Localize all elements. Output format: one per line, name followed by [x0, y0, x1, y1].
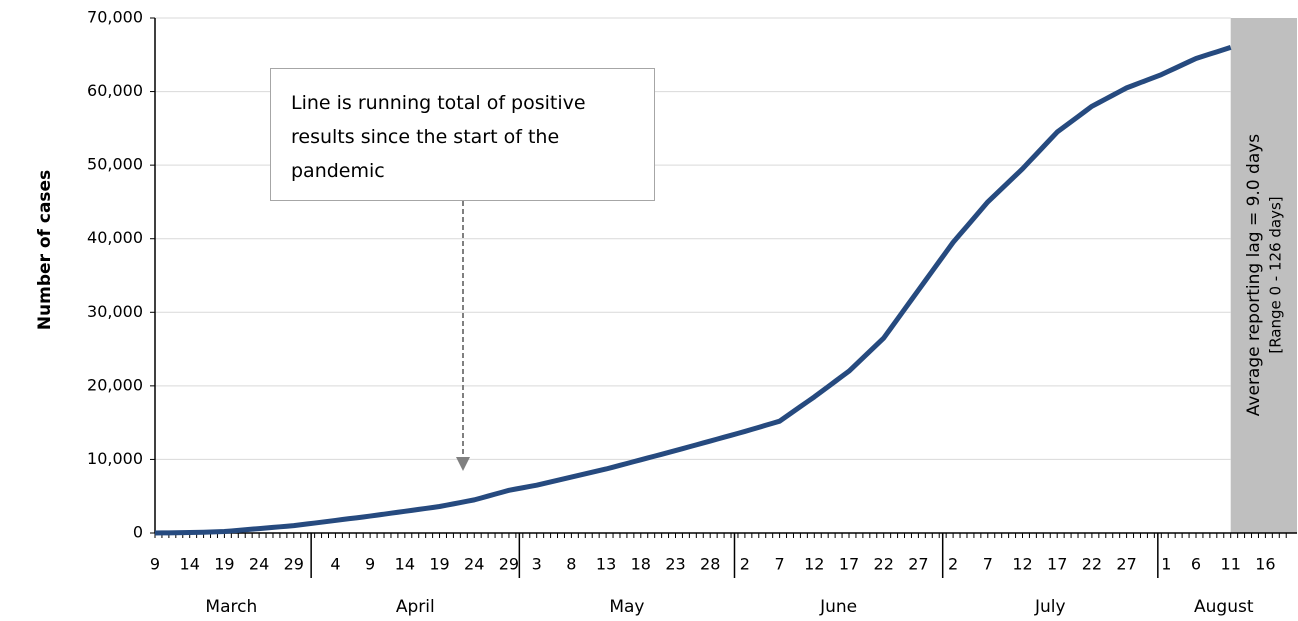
month-label: June	[819, 597, 857, 617]
month-label: April	[396, 597, 435, 617]
y-tick-label: 20,000	[87, 375, 143, 394]
x-tick-label: 12	[804, 555, 824, 574]
x-tick-label: 4	[330, 555, 340, 574]
x-tick-label: 11	[1221, 555, 1241, 574]
x-tick-label: 22	[1082, 555, 1102, 574]
x-tick-label: 19	[214, 555, 234, 574]
y-tick-label: 60,000	[87, 81, 143, 100]
x-tick-label: 17	[1047, 555, 1067, 574]
y-tick-label: 40,000	[87, 228, 143, 247]
y-tick-label: 50,000	[87, 155, 143, 174]
x-tick-label: 7	[775, 555, 785, 574]
x-tick-label: 24	[249, 555, 269, 574]
lag-note: Average reporting lag = 9.0 days	[1244, 134, 1264, 417]
x-tick-label: 12	[1012, 555, 1032, 574]
y-tick-label: 70,000	[87, 8, 143, 27]
x-tick-label: 28	[700, 555, 720, 574]
x-tick-label: 24	[464, 555, 484, 574]
x-tick-label: 19	[429, 555, 449, 574]
month-label: July	[1034, 597, 1066, 617]
x-tick-label: 13	[596, 555, 616, 574]
y-axis-label: Number of cases	[35, 170, 55, 330]
x-tick-label: 17	[839, 555, 859, 574]
annotation: Line is running total of positive result…	[270, 68, 655, 201]
x-tick-label: 23	[665, 555, 685, 574]
series-line	[154, 45, 1232, 536]
x-tick-label: 2	[948, 555, 958, 574]
x-tick-label: 29	[284, 555, 304, 574]
y-tick-label: 10,000	[87, 449, 143, 468]
month-label: March	[205, 597, 257, 617]
month-label: August	[1194, 597, 1254, 617]
x-tick-label: 29	[499, 555, 519, 574]
x-tick-label: 2	[740, 555, 750, 574]
x-tick-label: 27	[908, 555, 928, 574]
x-tick-label: 14	[395, 555, 415, 574]
x-tick-label: 16	[1255, 555, 1275, 574]
x-tick-label: 1	[1161, 555, 1171, 574]
x-tick-label: 9	[150, 555, 160, 574]
x-tick-label: 18	[631, 555, 651, 574]
y-tick-label: 0	[133, 523, 143, 542]
x-tick-label: 6	[1191, 555, 1201, 574]
y-tick-label: 30,000	[87, 302, 143, 321]
x-tick-label: 14	[180, 555, 200, 574]
x-tick-label: 22	[874, 555, 894, 574]
x-tick-label: 8	[566, 555, 576, 574]
x-tick-label: 7	[983, 555, 993, 574]
month-label: May	[609, 597, 644, 617]
x-tick-label: 3	[532, 555, 542, 574]
lag-subnote: [Range 0 - 126 days]	[1266, 196, 1284, 353]
reporting-lag-region	[1230, 18, 1297, 533]
x-tick-label: 27	[1116, 555, 1136, 574]
x-tick-label: 9	[365, 555, 375, 574]
annotation-arrowhead	[456, 457, 470, 471]
